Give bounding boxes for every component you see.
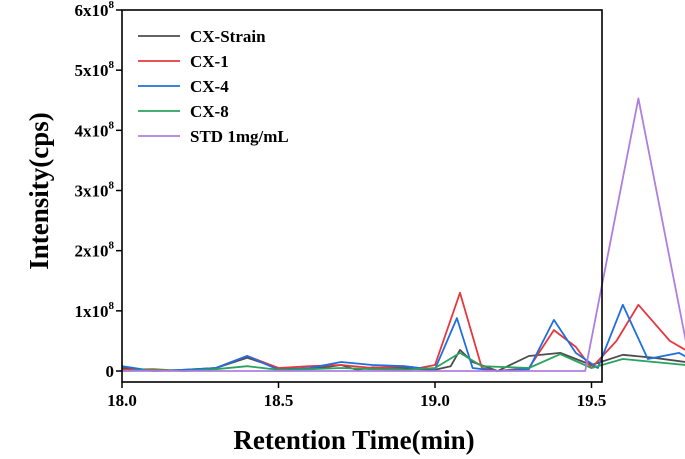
axes-layer: 18.018.519.019.520.020.521.001x1082x1083…: [75, 0, 607, 410]
series-layer: [121, 97, 685, 372]
y-tick-exponent: 8: [109, 59, 115, 71]
x-tick-label-0: 18.0: [107, 391, 137, 410]
y-tick-label-0: 0: [106, 362, 115, 381]
y-tick-exponent: 8: [109, 240, 115, 252]
legend-label-4: CX-8: [190, 102, 229, 121]
y-axis-title: Intensity(cps): [24, 112, 54, 270]
y-tick-exponent: 8: [109, 0, 115, 11]
y-tick-exponent: 8: [109, 300, 115, 312]
x-tick-label-1: 18.5: [264, 391, 294, 410]
legend-label-3: CX-4: [190, 77, 229, 96]
y-tick-base: 0: [106, 362, 115, 381]
y-tick-base: 4x10: [75, 121, 109, 140]
series-line-3: [121, 303, 685, 372]
y-tick-label-6: 6x108: [75, 0, 115, 20]
x-axis-title: Retention Time(min): [233, 425, 474, 455]
series-line-1: [121, 348, 685, 372]
y-tick-base: 1x10: [75, 302, 109, 321]
y-tick-exponent: 8: [109, 119, 115, 131]
x-tick-label-3: 19.5: [577, 391, 607, 410]
y-tick-base: 5x10: [75, 61, 109, 80]
y-tick-base: 6x10: [75, 1, 109, 20]
y-tick-label-2: 2x108: [75, 240, 115, 261]
series-line-4: [121, 351, 685, 372]
plot-frame: [121, 9, 603, 383]
y-tick-base: 2x10: [75, 242, 109, 261]
legend-label-2: CX-1: [190, 52, 229, 71]
series-line-2: [121, 291, 685, 372]
legend-label-5: STD 1mg/mL: [190, 127, 289, 146]
y-tick-label-5: 5x108: [75, 59, 115, 80]
legend-label-1: CX-Strain: [190, 27, 266, 46]
y-tick-label-3: 3x108: [75, 180, 115, 201]
legend: CX-Strain CX-1 CX-4 CX-8 STD 1mg/mL: [138, 27, 289, 146]
y-tick-label-1: 1x108: [75, 300, 115, 321]
y-tick-base: 3x10: [75, 182, 109, 201]
x-tick-label-2: 19.0: [420, 391, 450, 410]
y-tick-label-4: 4x108: [75, 119, 115, 140]
y-tick-exponent: 8: [109, 180, 115, 192]
series-line-5: [122, 97, 685, 372]
